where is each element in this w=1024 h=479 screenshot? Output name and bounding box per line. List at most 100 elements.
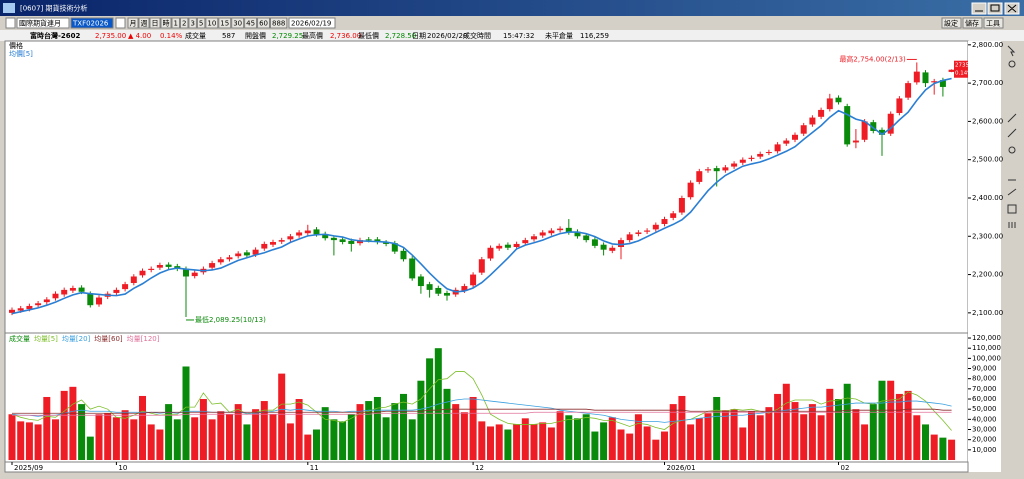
y-tick-label: 10,000 — [972, 446, 997, 454]
candle-body — [626, 234, 633, 241]
interval-button[interactable] — [231, 17, 245, 29]
maximize-button[interactable] — [987, 2, 1003, 15]
volume-bar — [165, 404, 173, 460]
volume-bar — [521, 418, 529, 460]
action-button[interactable] — [962, 17, 983, 29]
candle-body — [531, 236, 537, 240]
candle-body — [278, 240, 285, 242]
volume-bar — [765, 407, 773, 460]
quote-label: 成交量 — [185, 31, 206, 40]
y-tick-label: 2,700.00 — [972, 79, 1003, 87]
candle-body — [478, 259, 485, 273]
volume-bar — [217, 411, 225, 460]
volume-bar — [782, 383, 790, 460]
interval-button[interactable] — [149, 17, 161, 29]
interval-label: 5 — [199, 20, 203, 28]
candle-body — [148, 268, 155, 270]
candle-body — [574, 231, 581, 237]
volume-bar — [17, 421, 25, 460]
action-button[interactable] — [941, 17, 962, 29]
interval-button[interactable] — [127, 17, 139, 29]
candle-body — [252, 249, 259, 255]
volume-bar — [547, 427, 555, 460]
volume-bar — [687, 424, 695, 460]
market-select[interactable] — [16, 17, 70, 29]
y-tick-label: 110,000 — [972, 344, 1001, 352]
volume-bar — [156, 429, 164, 460]
volume-bar — [634, 414, 642, 460]
volume-bar — [817, 415, 825, 460]
quote-change-pct: 0.14% — [160, 32, 183, 40]
drawing-toolbar — [1003, 41, 1022, 472]
candle-body — [61, 289, 68, 295]
candle-body — [939, 80, 946, 87]
volume-bar — [278, 373, 286, 460]
candle-body — [330, 237, 337, 241]
candle-body — [826, 98, 833, 110]
interval-button[interactable] — [205, 17, 219, 29]
volume-bar — [460, 412, 468, 460]
symbol-search[interactable] — [115, 17, 126, 29]
candle-body — [496, 245, 503, 249]
interval-button[interactable] — [179, 17, 189, 29]
volume-bar — [330, 419, 338, 460]
volume-bar — [826, 388, 834, 460]
volume-bar — [86, 436, 94, 460]
interval-button[interactable] — [196, 17, 206, 29]
candle-body — [287, 236, 294, 240]
tool-lines[interactable] — [1007, 113, 1017, 196]
volume-bar — [643, 426, 651, 460]
interval-button[interactable] — [160, 17, 172, 29]
candle-body — [304, 230, 311, 234]
date-axis-area — [4, 461, 969, 473]
interval-button[interactable] — [171, 17, 180, 29]
volume-bar — [922, 424, 929, 460]
candle-body — [852, 140, 859, 143]
volume-bar — [104, 413, 112, 460]
legend-entry: 均量[120] — [127, 334, 160, 343]
candle-body — [348, 240, 355, 244]
volume-bar — [69, 386, 77, 460]
interval-button[interactable] — [244, 17, 258, 29]
tool-pointer[interactable] — [1007, 45, 1016, 57]
volume-bar — [139, 395, 146, 460]
volume-bar — [339, 421, 347, 460]
legend-entry: 均量[5] — [34, 334, 58, 343]
date-field[interactable] — [288, 17, 336, 29]
window-title: [0607] 期貨技術分析 — [20, 4, 88, 13]
interval-button[interactable] — [138, 17, 150, 29]
volume-bar — [574, 418, 581, 460]
candle-body — [391, 243, 398, 252]
panel-title: 價格 — [9, 41, 23, 50]
candle-body — [35, 303, 42, 306]
interval-button[interactable] — [218, 17, 232, 29]
interval-button[interactable] — [188, 17, 197, 29]
action-button[interactable] — [983, 17, 1004, 29]
tool-hand[interactable] — [1008, 60, 1016, 68]
toggle[interactable] — [5, 17, 16, 29]
volume-bar — [948, 439, 956, 460]
moving-average — [11, 77, 952, 315]
volume-bar — [130, 419, 138, 460]
interval-label: 888 — [272, 20, 285, 28]
minimize-button[interactable] — [971, 2, 987, 15]
app-icon — [3, 3, 15, 13]
candle-body — [487, 247, 494, 259]
interval-button[interactable] — [257, 17, 270, 29]
interval-label: 日 — [152, 20, 159, 28]
symbol-field[interactable] — [70, 17, 114, 29]
candle-body — [600, 244, 607, 250]
volume-bar — [95, 414, 103, 460]
interval-label: 30 — [233, 20, 242, 28]
candle-body — [435, 287, 442, 294]
candle-body — [470, 274, 477, 286]
volume-bar — [182, 366, 190, 460]
interval-button[interactable] — [269, 17, 288, 29]
volume-bar — [748, 411, 755, 460]
tool-circle[interactable] — [1008, 146, 1016, 154]
legend-entry: 均量[60] — [94, 334, 123, 343]
tool-shapes[interactable] — [1007, 204, 1017, 228]
candle-body — [652, 224, 659, 230]
candle-body — [609, 247, 616, 251]
candle-body — [139, 270, 146, 276]
